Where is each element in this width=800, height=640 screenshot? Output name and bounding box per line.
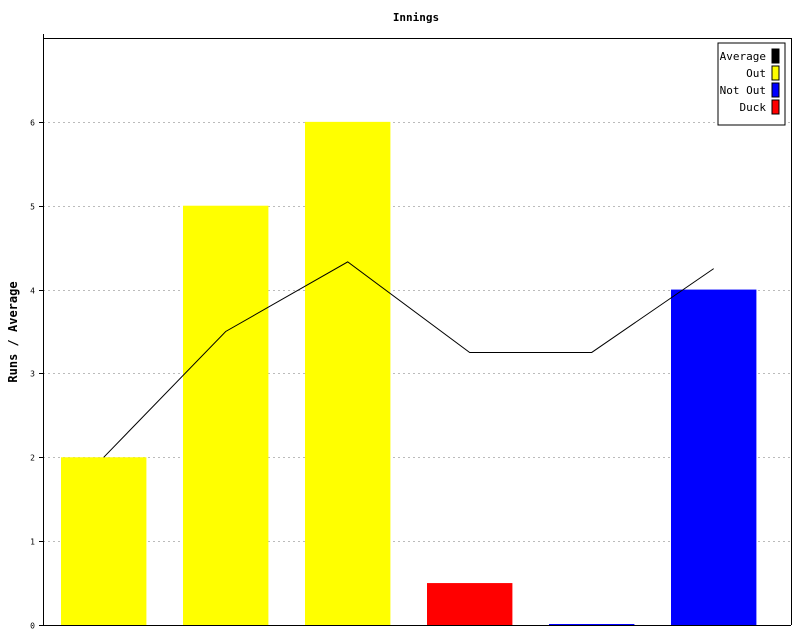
y-ticks: 0 1 2 3 4 5 6 [30, 119, 43, 631]
legend-swatch-average [771, 48, 780, 64]
legend-swatch-duck [771, 99, 780, 115]
legend: Average Out Not Out Duck [717, 42, 786, 126]
average-line-group [103, 261, 714, 458]
legend-label-out: Out [746, 67, 766, 80]
legend-label-average: Average [720, 50, 766, 63]
y-tick-label: 6 [30, 119, 35, 128]
bar-6-not-out [671, 289, 757, 625]
legend-swatch-out [771, 65, 780, 81]
y-tick-label: 0 [30, 622, 35, 631]
y-tick-label: 4 [30, 287, 35, 296]
y-tick-label: 2 [30, 454, 35, 463]
bar-2-out [183, 205, 269, 625]
legend-label-duck: Duck [740, 101, 767, 114]
legend-label-not-out: Not Out [720, 84, 766, 97]
bar-1-out [61, 457, 147, 625]
chart-title: Innings [393, 11, 439, 24]
y-tick-label: 1 [30, 538, 35, 547]
bar-4-duck [427, 583, 513, 625]
bar-5-not-out [549, 624, 635, 625]
y-tick-label: 3 [30, 370, 35, 379]
legend-swatch-not-out [771, 82, 780, 98]
bar-3-out [305, 121, 391, 625]
y-tick-label: 5 [30, 203, 35, 212]
average-line [103, 261, 714, 458]
axes [43, 34, 792, 626]
y-axis-label: Runs / Average [6, 281, 20, 382]
bars [61, 121, 757, 625]
